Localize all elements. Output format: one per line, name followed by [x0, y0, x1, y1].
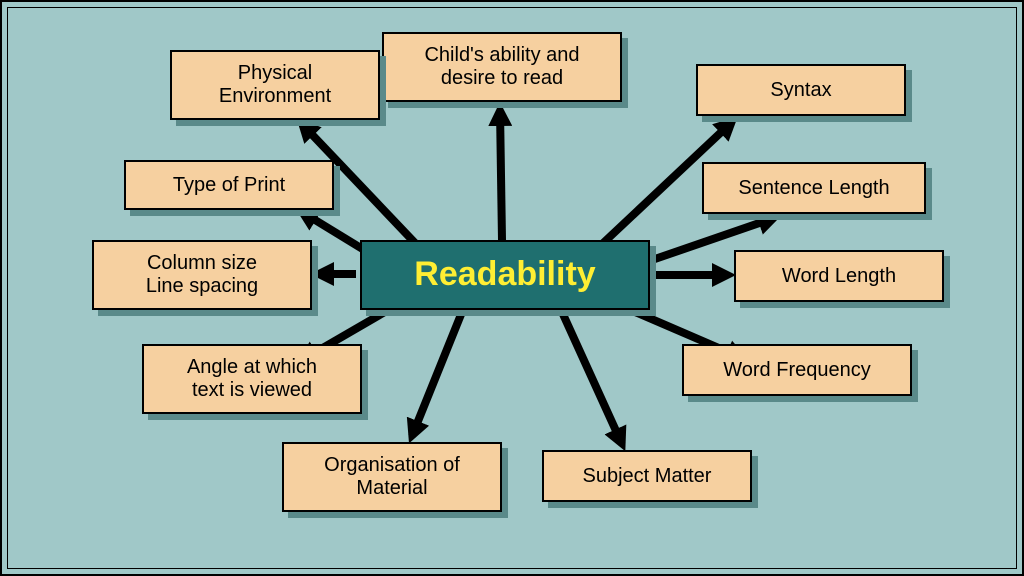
factor-node-organisation: Organisation of Material	[282, 442, 502, 512]
factor-node-word-length: Word Length	[734, 250, 944, 302]
factor-node-column-size: Column size Line spacing	[92, 240, 312, 310]
factor-node-angle: Angle at which text is viewed	[142, 344, 362, 414]
factor-node-word-frequency: Word Frequency	[682, 344, 912, 396]
factor-node-physical-env: Physical Environment	[170, 50, 380, 120]
diagram-canvas: Readability Child's ability and desire to…	[0, 0, 1024, 576]
factor-node-sentence-length: Sentence Length	[702, 162, 926, 214]
center-node: Readability	[360, 240, 650, 310]
factor-node-child-ability: Child's ability and desire to read	[382, 32, 622, 102]
factor-node-subject-matter: Subject Matter	[542, 450, 752, 502]
factor-node-syntax: Syntax	[696, 64, 906, 116]
factor-node-type-of-print: Type of Print	[124, 160, 334, 210]
